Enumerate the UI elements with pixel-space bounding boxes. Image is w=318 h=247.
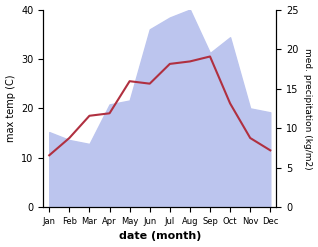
X-axis label: date (month): date (month) — [119, 231, 201, 242]
Y-axis label: max temp (C): max temp (C) — [5, 75, 16, 142]
Y-axis label: med. precipitation (kg/m2): med. precipitation (kg/m2) — [303, 48, 313, 169]
